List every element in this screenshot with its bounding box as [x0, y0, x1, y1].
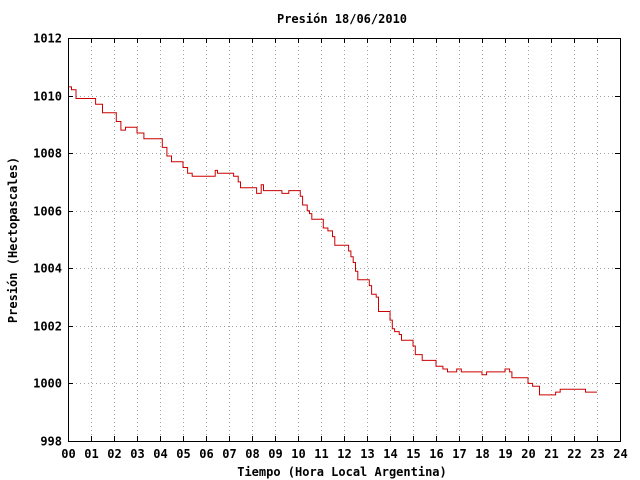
y-tick-label: 1000 — [33, 377, 62, 391]
tick-marks — [68, 38, 621, 442]
y-axis-label: Presión (Hectopascales) — [6, 157, 20, 323]
x-tick-label: 17 — [452, 447, 466, 461]
x-tick-label: 12 — [337, 447, 351, 461]
chart-title: Presión 18/06/2010 — [277, 12, 407, 26]
y-tick-label: 1006 — [33, 205, 62, 219]
y-tick-label: 1004 — [33, 262, 62, 276]
y-tick-labels: 998 1000 1002 1004 1006 1008 1010 1012 — [33, 32, 62, 449]
grid-lines — [68, 38, 620, 441]
x-tick-label: 21 — [544, 447, 558, 461]
x-tick-label: 24 — [613, 447, 627, 461]
x-tick-label: 18 — [475, 447, 489, 461]
x-tick-label: 08 — [245, 447, 259, 461]
x-tick-label: 20 — [521, 447, 535, 461]
x-tick-label: 07 — [222, 447, 236, 461]
x-tick-label: 13 — [360, 447, 374, 461]
x-tick-label: 16 — [429, 447, 443, 461]
x-tick-label: 01 — [84, 447, 98, 461]
x-tick-label: 22 — [567, 447, 581, 461]
y-tick-label: 1008 — [33, 147, 62, 161]
pressure-series-line — [68, 86, 597, 396]
y-tick-label: 998 — [40, 435, 62, 449]
x-tick-labels: 00 01 02 03 04 05 06 07 08 09 10 11 12 13 14 15 16 17 18 19… — [61, 447, 627, 461]
x-tick-label: 06 — [199, 447, 213, 461]
x-tick-label: 15 — [406, 447, 420, 461]
x-tick-label: 04 — [153, 447, 167, 461]
x-tick-label: 11 — [314, 447, 328, 461]
x-tick-label: 23 — [590, 447, 604, 461]
y-tick-label: 1010 — [33, 90, 62, 104]
x-tick-label: 00 — [61, 447, 75, 461]
series-layer — [68, 86, 597, 396]
x-tick-label: 10 — [291, 447, 305, 461]
x-tick-label: 14 — [383, 447, 397, 461]
x-tick-label: 02 — [107, 447, 121, 461]
x-tick-label: 09 — [268, 447, 282, 461]
x-tick-label: 05 — [176, 447, 190, 461]
x-axis-label: Tiempo (Hora Local Argentina) — [237, 465, 447, 479]
x-tick-label: 03 — [130, 447, 144, 461]
y-tick-label: 1002 — [33, 320, 62, 334]
y-tick-label: 1012 — [33, 32, 62, 46]
x-tick-label: 19 — [498, 447, 512, 461]
